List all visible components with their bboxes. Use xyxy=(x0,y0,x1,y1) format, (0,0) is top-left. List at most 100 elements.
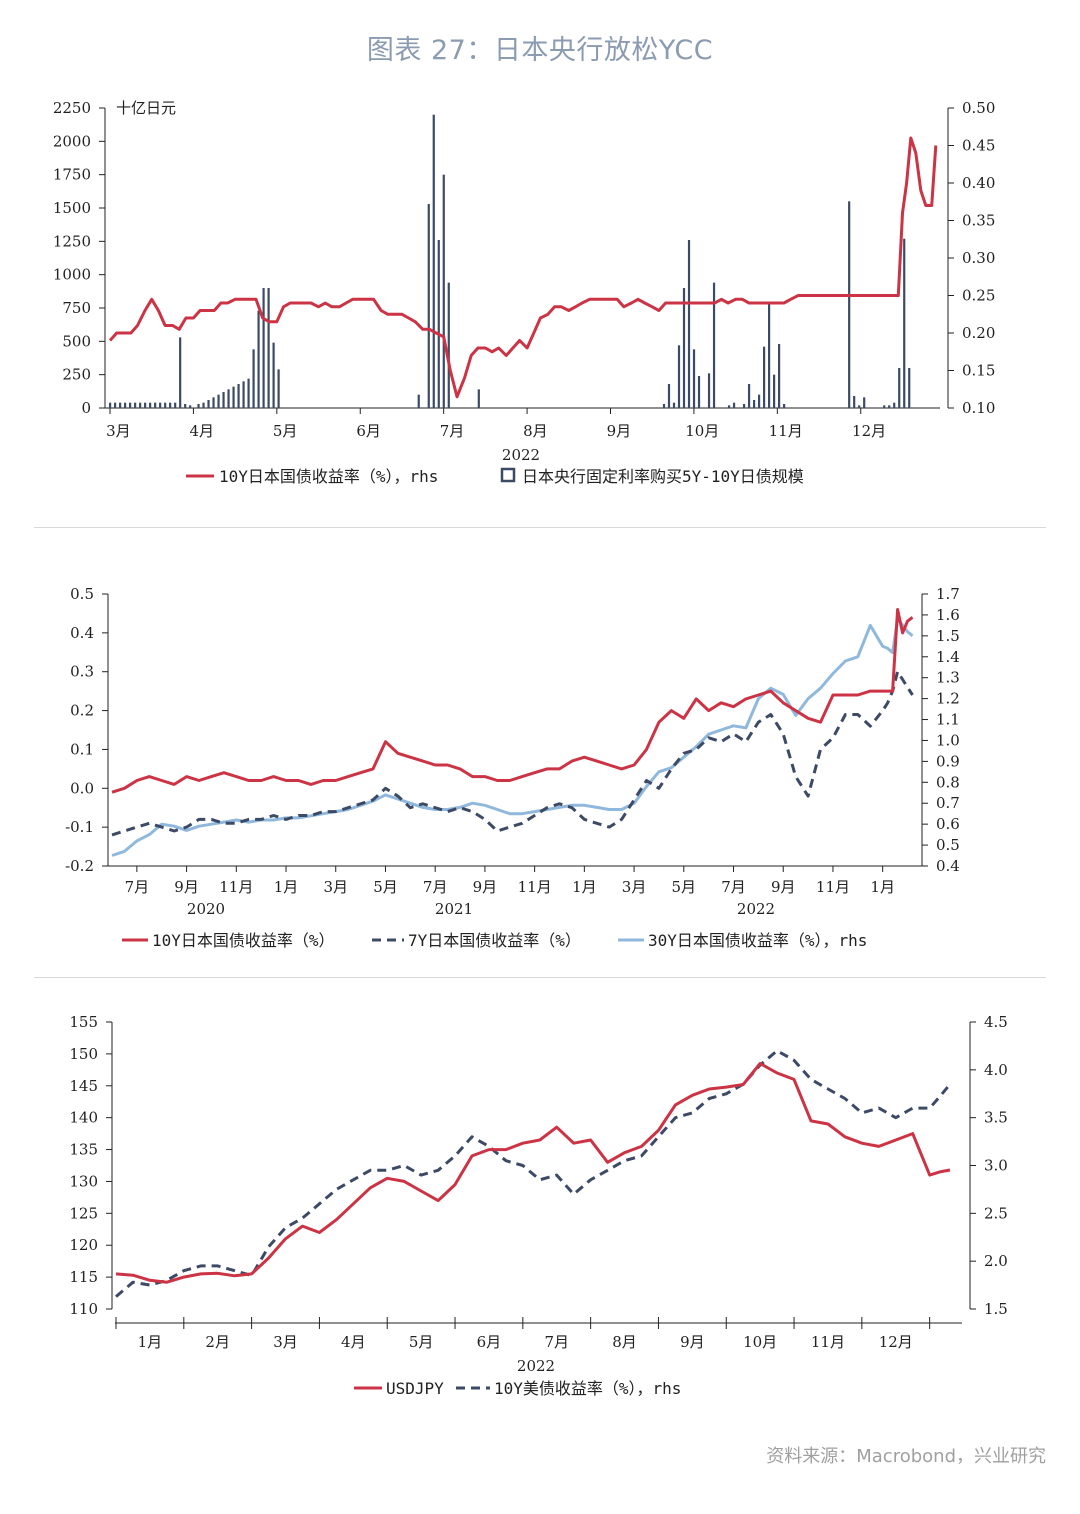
x-tick-label: 11月 xyxy=(816,878,850,896)
right-tick-label: 0.20 xyxy=(962,324,995,342)
right-tick-label: 0.25 xyxy=(962,287,995,305)
x-tick-label: 8月 xyxy=(612,1333,637,1351)
left-axis-unit: 十亿日元 xyxy=(116,99,176,117)
x-tick-label: 5月 xyxy=(672,878,697,896)
purchase-bar xyxy=(237,384,240,408)
purchase-bar xyxy=(222,392,225,408)
purchase-bar xyxy=(267,288,270,408)
purchase-bar xyxy=(202,402,205,408)
year-label: 2022 xyxy=(737,900,775,918)
purchase-bar xyxy=(757,394,761,408)
left-tick-label: 110 xyxy=(69,1300,98,1318)
year-label: 2022 xyxy=(502,446,540,464)
right-tick-label: 2.5 xyxy=(984,1204,1008,1222)
right-tick-label: 1.6 xyxy=(936,606,960,624)
chart-usdjpy: 110 115 120 125 130 135 140 145 150 155 1.5 2.0 2.5 3… xyxy=(0,1005,1080,1405)
left-tick-label: 140 xyxy=(69,1109,98,1127)
legend-label-jgb30y: 30Y日本国债收益率（%），rhs xyxy=(648,931,867,950)
purchase-bar xyxy=(732,402,736,408)
purchase-bar xyxy=(898,368,901,408)
x-tick-label: 6月 xyxy=(356,422,381,440)
x-tick-label: 7月 xyxy=(125,878,150,896)
purchase-bar xyxy=(767,304,771,408)
purchase-bar xyxy=(908,368,911,408)
purchase-bar xyxy=(783,404,786,408)
legend-label-usdjpy: USDJPY xyxy=(386,1379,444,1398)
purchase-bar xyxy=(179,337,182,408)
x-tick-label: 11月 xyxy=(811,1333,845,1351)
x-tick-label: 1月 xyxy=(572,878,597,896)
right-tick-label: 1.5 xyxy=(936,627,960,645)
right-tick-label: 0.15 xyxy=(962,362,995,380)
purchase-bar xyxy=(432,114,435,409)
x-tick-label: 5月 xyxy=(373,878,398,896)
purchase-bar xyxy=(707,373,711,408)
right-tick-label: 0.30 xyxy=(962,249,995,267)
x-tick-label: 9月 xyxy=(607,422,632,440)
x-tick-label: 12月 xyxy=(879,1333,913,1351)
left-tick-label: 145 xyxy=(69,1077,98,1095)
purchase-bar xyxy=(662,404,666,408)
x-tick-label: 9月 xyxy=(680,1333,705,1351)
purchase-bar xyxy=(677,345,681,408)
purchase-bar xyxy=(762,346,766,408)
purchase-bar xyxy=(124,402,127,408)
legend-label-purchases: 日本央行固定利率购买5Y-10Y日债规模 xyxy=(522,467,804,486)
chart-2-svg: -0.2 -0.1 0.0 0.1 0.2 0.3 0.4 0.5 0.4 0.5 0.6 0.7 0.… xyxy=(65,585,960,950)
purchase-bar xyxy=(149,402,152,408)
x-tick-label: 9月 xyxy=(473,878,498,896)
purchase-bar xyxy=(692,349,696,408)
purchase-bar xyxy=(189,405,192,408)
left-tick-label: 1750 xyxy=(53,166,91,184)
purchase-bar xyxy=(447,282,450,408)
purchase-bar xyxy=(169,402,172,408)
x-tick-label: 2月 xyxy=(205,1333,230,1351)
x-tick-label: 10月 xyxy=(685,422,719,440)
purchase-bar xyxy=(712,282,716,408)
purchase-bar xyxy=(773,374,776,408)
right-tick-label: 0.9 xyxy=(936,752,960,770)
right-tick-label: 0.6 xyxy=(936,815,960,833)
chart-3-svg: 110 115 120 125 130 135 140 145 150 155 1.5 2.0 2.5 3… xyxy=(69,1013,1008,1398)
right-tick-label: 4.0 xyxy=(984,1061,1008,1079)
jgb10y-line xyxy=(111,608,914,794)
purchase-bar xyxy=(687,240,691,408)
purchase-bar xyxy=(144,402,147,408)
right-tick-label: 3.5 xyxy=(984,1109,1008,1127)
purchase-bar xyxy=(232,386,235,408)
right-tick-label: 1.0 xyxy=(936,731,960,749)
left-tick-label: 2250 xyxy=(53,99,91,117)
right-tick-label: 0.5 xyxy=(936,836,960,854)
left-tick-label: 250 xyxy=(62,366,91,384)
left-tick-label: 2000 xyxy=(53,132,91,150)
chart-ycc-purchases: 0 250 500 750 1000 1250 1500 1750 2000 2250 0.10 0.… xyxy=(0,90,1080,500)
right-tick-label: 3.0 xyxy=(984,1157,1008,1175)
year-label: 2022 xyxy=(517,1357,555,1375)
purchase-bar xyxy=(427,204,430,408)
purchase-bar xyxy=(888,405,891,408)
purchase-bar xyxy=(134,402,137,408)
left-tick-label: 0 xyxy=(81,399,91,417)
purchase-bar xyxy=(227,389,230,408)
right-tick-label: 0.40 xyxy=(962,174,995,192)
right-tick-label: 1.3 xyxy=(936,669,960,687)
x-tick-label: 11月 xyxy=(518,878,552,896)
purchase-bar xyxy=(272,342,275,408)
right-tick-label: 4.5 xyxy=(984,1013,1008,1031)
purchase-bar xyxy=(858,405,861,408)
x-tick-label: 5月 xyxy=(273,422,298,440)
right-tick-label: 0.45 xyxy=(962,137,995,155)
purchase-bar xyxy=(893,402,896,408)
left-tick-label: 0.3 xyxy=(70,663,94,681)
purchase-bar xyxy=(252,349,255,408)
purchase-bar xyxy=(903,238,906,408)
left-tick-label: 1250 xyxy=(53,232,91,250)
purchase-bar xyxy=(682,288,686,408)
x-tick-label: 3月 xyxy=(273,1333,298,1351)
purchase-bar xyxy=(417,394,420,408)
year-label: 2021 xyxy=(435,900,473,918)
usdjpy-line xyxy=(115,1062,951,1284)
purchase-bar xyxy=(247,378,250,408)
left-tick-label: 135 xyxy=(69,1141,98,1159)
jgb30y-line xyxy=(111,617,914,857)
